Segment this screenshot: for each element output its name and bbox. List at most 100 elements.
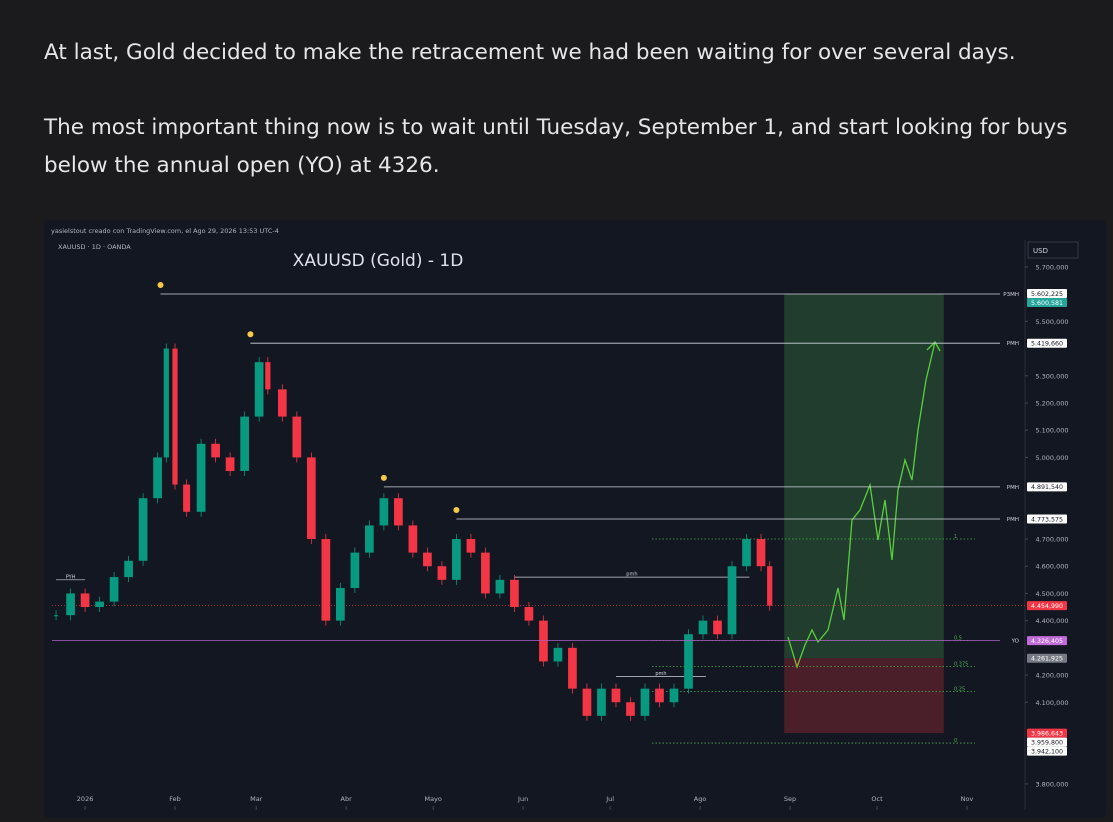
credit: yasielstout creado con TradingView.com, … <box>51 227 279 235</box>
candle <box>640 688 650 716</box>
candle <box>336 587 345 621</box>
currency-box <box>1027 241 1079 259</box>
y-tick-label: 4.600,000 <box>1035 563 1068 571</box>
chart: yasielstout creado con TradingView.com, … <box>51 227 1079 810</box>
price-label: 5.419,660 <box>1031 341 1063 348</box>
candle <box>495 579 505 594</box>
price-label: 3.959,800 <box>1031 739 1063 746</box>
level-name: YO <box>1011 639 1020 645</box>
x-tick-label: Nov <box>961 795 974 803</box>
chart-image: yasielstout creado con TradingView.com, … <box>44 220 1106 818</box>
fib-label: 0.375 <box>954 662 968 668</box>
fib-label: 1 <box>954 534 957 540</box>
candle <box>568 647 577 689</box>
price-box <box>1027 601 1067 611</box>
fib-label: 0 <box>954 738 957 744</box>
stop-zone <box>784 658 944 734</box>
y-tick-label: 4.700,000 <box>1035 536 1068 544</box>
candle <box>225 457 235 471</box>
candle <box>394 498 403 526</box>
y-tick-label: 4.100,000 <box>1035 699 1068 707</box>
candle <box>437 566 447 580</box>
candle <box>153 457 162 499</box>
y-tick-label: 5.700,000 <box>1035 263 1068 271</box>
price-label: 5.602,225 <box>1031 291 1063 298</box>
price-box <box>1027 728 1067 738</box>
price-label: 4.326,405 <box>1031 638 1063 645</box>
x-tick-label: Mayo <box>424 795 441 803</box>
candle <box>240 416 249 471</box>
candle <box>423 552 432 567</box>
x-tick-label: Mar <box>250 795 263 803</box>
candle <box>626 702 635 716</box>
candle <box>452 539 461 580</box>
candle <box>109 577 119 602</box>
x-tick-label: 2026 <box>77 795 94 803</box>
candle <box>365 525 374 553</box>
candle <box>524 607 534 621</box>
level-name: PMH <box>1007 485 1019 491</box>
candle <box>254 362 264 417</box>
annotation-label: pmh <box>626 572 637 578</box>
candle <box>54 615 59 617</box>
candle <box>466 539 476 553</box>
bulb-icon <box>157 281 164 288</box>
price-box <box>1027 514 1067 524</box>
candle <box>408 525 418 553</box>
candle <box>265 362 271 390</box>
paragraph: The most important thing now is to wait … <box>44 115 1068 178</box>
y-tick-label: 5.200,000 <box>1035 399 1068 407</box>
candle <box>277 389 287 417</box>
price-box <box>1027 289 1067 299</box>
candle <box>306 457 316 540</box>
symbol: XAUUSD · 1D · OANDA <box>58 243 131 251</box>
candle <box>163 348 169 458</box>
candle <box>211 443 220 458</box>
y-tick-label: 4.500,000 <box>1035 590 1068 598</box>
x-tick-label: Jul <box>605 795 614 803</box>
price-label: 3.986,643 <box>1031 730 1063 737</box>
y-tick-label: 4.200,000 <box>1035 672 1068 680</box>
candle <box>597 688 606 716</box>
price-box <box>1027 636 1067 646</box>
candle <box>124 560 133 578</box>
price-box <box>1027 338 1067 348</box>
price-label: 4.261,925 <box>1031 656 1063 663</box>
candle <box>138 498 148 561</box>
price-box <box>1027 482 1067 492</box>
candle <box>553 647 563 662</box>
price-box <box>1027 746 1067 756</box>
y-tick-label: 4.400,000 <box>1035 617 1068 625</box>
y-tick-label: 5.000,000 <box>1035 454 1068 462</box>
candle <box>80 593 90 608</box>
y-tick-label: 5.300,000 <box>1035 372 1068 380</box>
x-tick-label: Jun <box>517 795 528 803</box>
price-label: 4.773,575 <box>1031 516 1063 523</box>
y-tick-label: 5.100,000 <box>1035 427 1068 435</box>
y-tick-label: 5.500,000 <box>1035 318 1068 326</box>
fib-label: 0.25 <box>954 686 965 692</box>
price-box <box>1027 737 1067 747</box>
candle <box>196 443 206 512</box>
candle <box>350 552 360 588</box>
candle <box>767 566 773 606</box>
currency: USD <box>1033 247 1048 255</box>
candle <box>292 416 302 458</box>
candle <box>611 688 621 703</box>
candle <box>321 539 331 621</box>
paragraph: At last, Gold decided to make the retrac… <box>44 40 1016 65</box>
level-name: PMH <box>1007 517 1019 523</box>
candle <box>481 552 490 594</box>
candle <box>742 539 751 567</box>
annotation-label: PYH <box>66 574 76 580</box>
candle <box>510 579 519 608</box>
candle <box>183 484 191 512</box>
price-label: 5.600,581 <box>1031 300 1063 307</box>
price-label: 4.891,540 <box>1031 484 1063 491</box>
candle <box>582 688 592 716</box>
x-tick-label: Sep <box>784 795 796 803</box>
x-tick-label: Ago <box>694 795 707 803</box>
candle <box>95 601 104 608</box>
bulb-icon <box>247 331 254 338</box>
